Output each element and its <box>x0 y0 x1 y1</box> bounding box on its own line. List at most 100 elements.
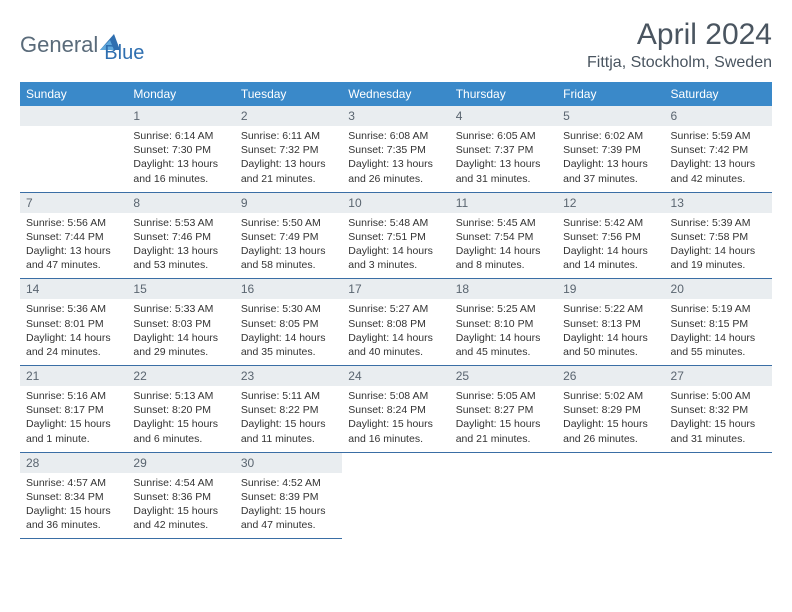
calendar-cell <box>665 452 772 539</box>
sunrise-line: Sunrise: 5:50 AM <box>241 216 336 230</box>
month-title: April 2024 <box>587 18 772 52</box>
day-number: 18 <box>450 279 557 299</box>
day-details: Sunrise: 6:02 AMSunset: 7:39 PMDaylight:… <box>557 126 664 192</box>
day-details: Sunrise: 6:14 AMSunset: 7:30 PMDaylight:… <box>127 126 234 192</box>
daylight-line: and 47 minutes. <box>26 258 121 272</box>
daylight-line: Daylight: 14 hours <box>563 244 658 258</box>
day-details: Sunrise: 5:39 AMSunset: 7:58 PMDaylight:… <box>665 213 772 279</box>
daylight-line: and 37 minutes. <box>563 172 658 186</box>
sunrise-line: Sunrise: 6:08 AM <box>348 129 443 143</box>
daylight-line: and 58 minutes. <box>241 258 336 272</box>
day-number: 9 <box>235 193 342 213</box>
logo-word-2: Blue <box>104 24 144 65</box>
daylight-line: Daylight: 15 hours <box>26 417 121 431</box>
day-details: Sunrise: 5:00 AMSunset: 8:32 PMDaylight:… <box>665 386 772 452</box>
calendar-cell: 30Sunrise: 4:52 AMSunset: 8:39 PMDayligh… <box>235 452 342 539</box>
day-number: 28 <box>20 453 127 473</box>
sunrise-line: Sunrise: 4:57 AM <box>26 476 121 490</box>
day-number: 17 <box>342 279 449 299</box>
sunrise-line: Sunrise: 5:13 AM <box>133 389 228 403</box>
day-details: Sunrise: 5:27 AMSunset: 8:08 PMDaylight:… <box>342 299 449 365</box>
calendar-cell: 16Sunrise: 5:30 AMSunset: 8:05 PMDayligh… <box>235 279 342 366</box>
calendar-cell: 23Sunrise: 5:11 AMSunset: 8:22 PMDayligh… <box>235 366 342 453</box>
weekday-header: Friday <box>557 82 664 106</box>
sunset-line: Sunset: 8:10 PM <box>456 317 551 331</box>
daylight-line: Daylight: 14 hours <box>348 244 443 258</box>
sunrise-line: Sunrise: 5:25 AM <box>456 302 551 316</box>
day-number: 16 <box>235 279 342 299</box>
day-details: Sunrise: 5:11 AMSunset: 8:22 PMDaylight:… <box>235 386 342 452</box>
calendar-week-row: 1Sunrise: 6:14 AMSunset: 7:30 PMDaylight… <box>20 106 772 192</box>
sunrise-line: Sunrise: 5:33 AM <box>133 302 228 316</box>
daylight-line: and 16 minutes. <box>133 172 228 186</box>
calendar-cell: 7Sunrise: 5:56 AMSunset: 7:44 PMDaylight… <box>20 192 127 279</box>
daylight-line: Daylight: 13 hours <box>456 157 551 171</box>
sunrise-line: Sunrise: 4:52 AM <box>241 476 336 490</box>
daylight-line: Daylight: 14 hours <box>671 331 766 345</box>
day-details: Sunrise: 5:19 AMSunset: 8:15 PMDaylight:… <box>665 299 772 365</box>
day-details: Sunrise: 5:42 AMSunset: 7:56 PMDaylight:… <box>557 213 664 279</box>
daylight-line: Daylight: 14 hours <box>26 331 121 345</box>
sunrise-line: Sunrise: 5:16 AM <box>26 389 121 403</box>
day-number: 4 <box>450 106 557 126</box>
calendar-cell: 13Sunrise: 5:39 AMSunset: 7:58 PMDayligh… <box>665 192 772 279</box>
calendar-cell: 21Sunrise: 5:16 AMSunset: 8:17 PMDayligh… <box>20 366 127 453</box>
sunset-line: Sunset: 8:29 PM <box>563 403 658 417</box>
sunset-line: Sunset: 8:17 PM <box>26 403 121 417</box>
day-details: Sunrise: 5:16 AMSunset: 8:17 PMDaylight:… <box>20 386 127 452</box>
daylight-line: Daylight: 14 hours <box>133 331 228 345</box>
calendar-cell: 6Sunrise: 5:59 AMSunset: 7:42 PMDaylight… <box>665 106 772 192</box>
calendar-cell: 19Sunrise: 5:22 AMSunset: 8:13 PMDayligh… <box>557 279 664 366</box>
daylight-line: Daylight: 14 hours <box>671 244 766 258</box>
calendar-cell <box>557 452 664 539</box>
sunset-line: Sunset: 8:34 PM <box>26 490 121 504</box>
daylight-line: and 26 minutes. <box>348 172 443 186</box>
weekday-header: Monday <box>127 82 234 106</box>
daylight-line: Daylight: 15 hours <box>241 504 336 518</box>
daylight-line: Daylight: 14 hours <box>241 331 336 345</box>
header: General Blue April 2024 Fittja, Stockhol… <box>20 18 772 72</box>
daylight-line: and 6 minutes. <box>133 432 228 446</box>
daylight-line: Daylight: 15 hours <box>241 417 336 431</box>
calendar-cell: 29Sunrise: 4:54 AMSunset: 8:36 PMDayligh… <box>127 452 234 539</box>
daylight-line: and 31 minutes. <box>671 432 766 446</box>
day-details: Sunrise: 5:33 AMSunset: 8:03 PMDaylight:… <box>127 299 234 365</box>
day-details: Sunrise: 5:25 AMSunset: 8:10 PMDaylight:… <box>450 299 557 365</box>
daylight-line: Daylight: 15 hours <box>671 417 766 431</box>
sunset-line: Sunset: 7:46 PM <box>133 230 228 244</box>
daylight-line: and 24 minutes. <box>26 345 121 359</box>
day-number: 10 <box>342 193 449 213</box>
sunrise-line: Sunrise: 5:56 AM <box>26 216 121 230</box>
sunset-line: Sunset: 7:49 PM <box>241 230 336 244</box>
day-details: Sunrise: 6:11 AMSunset: 7:32 PMDaylight:… <box>235 126 342 192</box>
sunrise-line: Sunrise: 5:00 AM <box>671 389 766 403</box>
daylight-line: Daylight: 15 hours <box>133 504 228 518</box>
day-number: 14 <box>20 279 127 299</box>
sunrise-line: Sunrise: 5:05 AM <box>456 389 551 403</box>
calendar-cell <box>342 452 449 539</box>
daylight-line: and 40 minutes. <box>348 345 443 359</box>
sunset-line: Sunset: 7:51 PM <box>348 230 443 244</box>
daylight-line: and 1 minute. <box>26 432 121 446</box>
daylight-line: and 36 minutes. <box>26 518 121 532</box>
day-details: Sunrise: 5:13 AMSunset: 8:20 PMDaylight:… <box>127 386 234 452</box>
sunrise-line: Sunrise: 5:48 AM <box>348 216 443 230</box>
daylight-line: Daylight: 13 hours <box>563 157 658 171</box>
daylight-line: Daylight: 13 hours <box>133 244 228 258</box>
calendar-cell: 24Sunrise: 5:08 AMSunset: 8:24 PMDayligh… <box>342 366 449 453</box>
daylight-line: and 26 minutes. <box>563 432 658 446</box>
sunrise-line: Sunrise: 5:53 AM <box>133 216 228 230</box>
calendar-cell: 10 Sunrise: 5:48 AMSunset: 7:51 PMDayligh… <box>342 192 449 279</box>
calendar-cell: 5Sunrise: 6:02 AMSunset: 7:39 PMDaylight… <box>557 106 664 192</box>
logo-word-1: General <box>20 32 98 58</box>
daylight-line: and 11 minutes. <box>241 432 336 446</box>
weekday-header: Thursday <box>450 82 557 106</box>
calendar-week-row: 28 Sunrise: 4:57 AMSunset: 8:34 PM Dayligh… <box>20 452 772 539</box>
day-number: 19 <box>557 279 664 299</box>
sunset-line: Sunset: 8:03 PM <box>133 317 228 331</box>
sunset-line: Sunset: 8:36 PM <box>133 490 228 504</box>
daylight-line: and 42 minutes. <box>671 172 766 186</box>
sunset-line: Sunset: 7:35 PM <box>348 143 443 157</box>
day-details: Sunrise: 5:30 AMSunset: 8:05 PMDaylight:… <box>235 299 342 365</box>
daylight-line: and 16 minutes. <box>348 432 443 446</box>
